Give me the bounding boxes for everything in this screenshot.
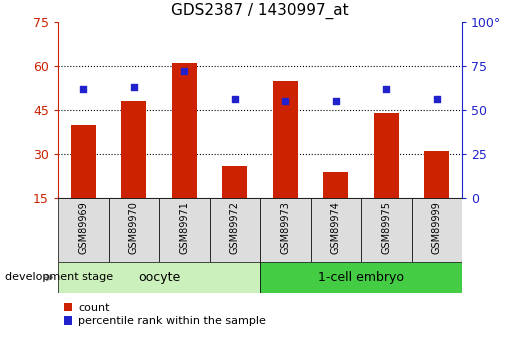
Bar: [210, 198, 260, 262]
Bar: [374, 113, 399, 198]
Text: GSM89969: GSM89969: [78, 201, 88, 254]
Point: [382, 86, 390, 92]
Point: [180, 69, 188, 74]
Point: [79, 86, 87, 92]
Bar: [222, 166, 247, 198]
Text: oocyte: oocyte: [138, 271, 180, 284]
Bar: [273, 81, 298, 198]
Bar: [412, 198, 462, 262]
Text: GSM89974: GSM89974: [331, 201, 341, 254]
Text: GSM89970: GSM89970: [129, 201, 139, 254]
Point: [231, 97, 239, 102]
Bar: [159, 198, 210, 262]
Text: GSM89975: GSM89975: [381, 201, 391, 254]
Bar: [323, 171, 348, 198]
Legend: count, percentile rank within the sample: count, percentile rank within the sample: [64, 303, 266, 326]
Text: GSM89999: GSM89999: [432, 201, 442, 254]
Text: 1-cell embryo: 1-cell embryo: [318, 271, 404, 284]
Bar: [71, 125, 96, 198]
Point: [130, 85, 138, 90]
Point: [332, 98, 340, 104]
Bar: [311, 198, 361, 262]
Bar: [58, 262, 260, 293]
Point: [281, 98, 289, 104]
Title: GDS2387 / 1430997_at: GDS2387 / 1430997_at: [171, 3, 349, 19]
Text: GSM89971: GSM89971: [179, 201, 189, 254]
Text: GSM89972: GSM89972: [230, 201, 240, 254]
Bar: [58, 198, 109, 262]
Bar: [260, 262, 462, 293]
Bar: [121, 101, 146, 198]
Bar: [109, 198, 159, 262]
Bar: [172, 63, 197, 198]
Text: development stage: development stage: [5, 273, 113, 283]
Text: GSM89973: GSM89973: [280, 201, 290, 254]
Point: [433, 97, 441, 102]
Bar: [260, 198, 311, 262]
Bar: [424, 151, 449, 198]
Bar: [361, 198, 412, 262]
